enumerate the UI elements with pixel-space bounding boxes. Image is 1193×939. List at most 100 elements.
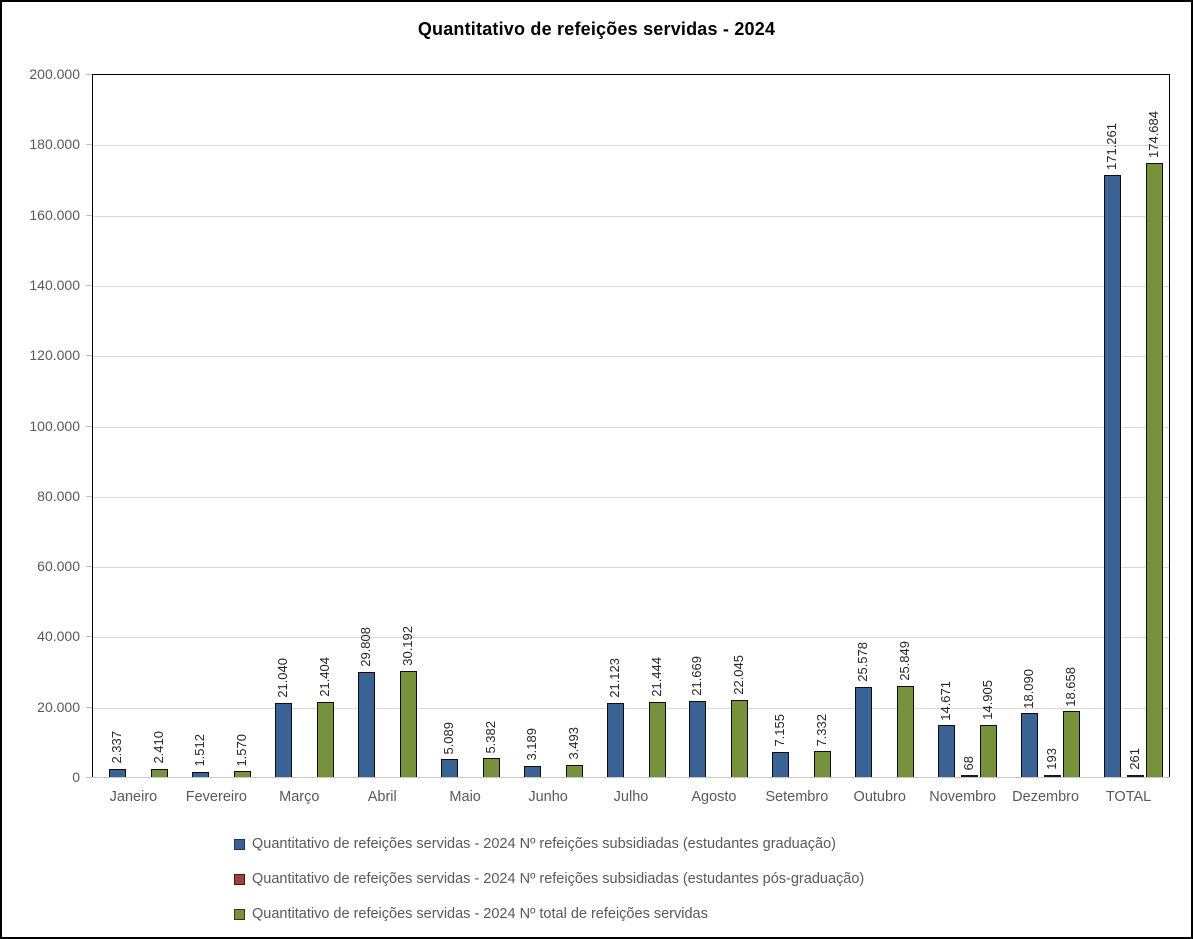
- plot-area: 2.337 1.512 21.040 29.808 5.089 3.189 21.123 21…: [92, 74, 1170, 778]
- data-label: 5.089: [440, 721, 456, 755]
- x-axis-label-novembro: Novembro: [929, 789, 997, 805]
- y-axis-label: 80.000: [37, 487, 80, 504]
- bar-series3-outubro: [897, 686, 915, 777]
- data-label: 25.849: [897, 641, 913, 682]
- gridline: [93, 496, 1169, 498]
- bar-series3-janeiro: [151, 769, 168, 777]
- bar-series1-junho: [523, 766, 541, 777]
- bar-series3-julho: [648, 702, 666, 777]
- legend-label: Quantitativo de refeições servidas - 202…: [252, 906, 708, 922]
- chart-title: Quantitativo de refeições servidas - 202…: [417, 19, 776, 39]
- x-axis-label-outubro: Outubro: [853, 789, 906, 805]
- y-axis-label: 100.000: [29, 417, 80, 434]
- x-axis-label-agosto: Agosto: [691, 789, 737, 805]
- bar-series3-maio: [482, 758, 500, 777]
- bar-series3-novembro: [980, 725, 998, 777]
- data-label: 174.684: [1146, 111, 1162, 158]
- bar-series1-novembro: [938, 725, 956, 777]
- legend-item-1: Quantitativo de refeições servidas - 202…: [234, 835, 864, 853]
- bar-series2-total: [1126, 775, 1144, 777]
- bar-series3-abril: [399, 671, 417, 777]
- gridline: [93, 567, 1169, 569]
- x-axis-label-janeiro: Janeiro: [109, 789, 158, 805]
- gridline: [93, 707, 1169, 709]
- bar-series3-total: [1146, 163, 1164, 777]
- y-axis-tick: [86, 706, 92, 708]
- data-label: 1.512: [191, 734, 207, 767]
- legend: Quantitativo de refeições servidas - 202…: [234, 835, 864, 937]
- gridline: [93, 285, 1169, 287]
- y-axis-label: 60.000: [37, 558, 80, 575]
- data-label: 18.658: [1063, 666, 1079, 707]
- gridline: [93, 145, 1169, 147]
- bar-series2-dezembro: [1043, 775, 1061, 777]
- y-axis-tick: [86, 284, 92, 286]
- gridline: [93, 215, 1169, 217]
- data-label: 171.261: [1104, 123, 1120, 171]
- bar-series1-janeiro: [109, 769, 126, 777]
- bar-series1-total: [1104, 175, 1122, 777]
- x-axis-label-fevereiro: Fevereiro: [185, 789, 247, 805]
- data-label: 14.905: [980, 679, 996, 720]
- bar-series1-outubro: [855, 687, 873, 777]
- data-label: 261: [1126, 748, 1142, 770]
- data-label: 22.045: [731, 654, 747, 695]
- y-axis-label: 20.000: [37, 698, 80, 715]
- x-axis-label-dezembro: Dezembro: [1012, 789, 1080, 805]
- gridline: [93, 426, 1169, 428]
- bar-series2-novembro: [960, 775, 978, 777]
- bar-series1-julho: [606, 703, 624, 777]
- data-label: 7.332: [814, 713, 830, 747]
- bar-series1-março: [274, 703, 292, 777]
- legend-marker-icon: [234, 908, 245, 920]
- bar-series3-setembro: [814, 751, 832, 777]
- data-label: 25.578: [855, 642, 871, 683]
- data-label: 21.123: [606, 658, 622, 698]
- gridline: [93, 637, 1169, 639]
- y-axis-tick: [86, 636, 92, 638]
- bar-series1-maio: [440, 759, 458, 777]
- y-axis-label: 140.000: [29, 276, 80, 293]
- data-label: 1.570: [233, 733, 249, 767]
- x-axis-label-abril: Abril: [367, 789, 397, 805]
- legend-item-2: Quantitativo de refeições servidas - 202…: [234, 870, 864, 888]
- y-axis-tick: [86, 425, 92, 427]
- x-axis-label-julho: Julho: [613, 789, 649, 805]
- data-label: 21.404: [316, 657, 332, 697]
- data-label: 2.410: [151, 730, 166, 764]
- x-axis-label-junho: Junho: [528, 789, 568, 805]
- bar-series1-agosto: [689, 701, 707, 777]
- bar-series3-agosto: [731, 700, 749, 777]
- data-label: 68: [960, 755, 976, 770]
- bar-series1-setembro: [772, 752, 790, 777]
- legend-label: Quantitativo de refeições servidas - 202…: [252, 836, 837, 852]
- y-axis-label: 200.000: [29, 66, 80, 82]
- x-axis-label-total: TOTAL: [1105, 789, 1152, 805]
- data-label: 18.090: [1021, 668, 1037, 709]
- y-axis-label: 120.000: [29, 347, 80, 364]
- legend-label: Quantitativo de refeições servidas - 202…: [252, 871, 865, 887]
- x-axis-label-março: Março: [279, 789, 320, 805]
- data-label: 3.493: [565, 727, 581, 760]
- legend-marker-icon: [234, 873, 245, 885]
- y-axis-tick: [86, 777, 92, 778]
- data-label: 29.808: [357, 627, 373, 668]
- y-axis-tick: [86, 214, 92, 216]
- x-axis-label-setembro: Setembro: [765, 789, 829, 805]
- y-axis-label: 180.000: [29, 136, 80, 153]
- bar-series1-fevereiro: [191, 772, 209, 777]
- x-axis-line: [93, 777, 1169, 778]
- data-label: 21.669: [689, 656, 705, 696]
- data-label: 3.189: [523, 728, 539, 761]
- bar-series3-dezembro: [1063, 711, 1081, 777]
- data-label: 193: [1043, 748, 1059, 770]
- data-label: 14.671: [938, 680, 954, 721]
- legend-item-3: Quantitativo de refeições servidas - 202…: [234, 905, 864, 923]
- bar-series3-junho: [565, 765, 583, 777]
- y-axis-tick: [86, 355, 92, 357]
- legend-marker-icon: [234, 838, 245, 850]
- bar-series3-fevereiro: [233, 771, 251, 777]
- bar-series1-abril: [357, 672, 375, 777]
- data-label: 30.192: [399, 626, 415, 666]
